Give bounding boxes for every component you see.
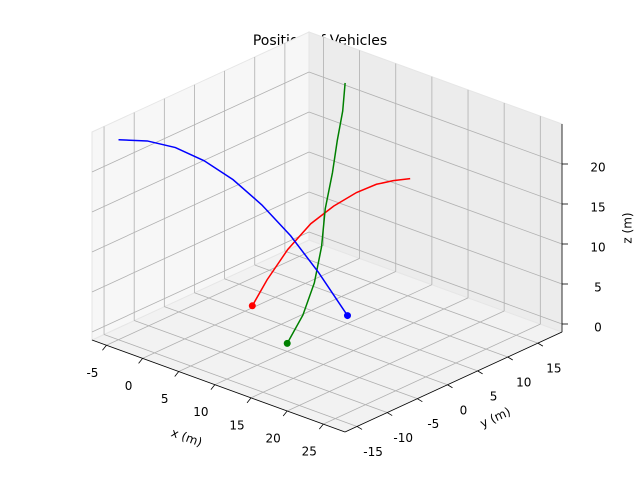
x-tick-label: -5	[86, 366, 98, 380]
grid-line	[308, 71, 563, 165]
vehicle-path	[118, 138, 349, 316]
tick-mark	[319, 423, 324, 430]
grid-line	[103, 334, 358, 427]
tick-mark	[174, 371, 180, 377]
grid-line	[91, 111, 310, 213]
x-axis-label: x (m)	[169, 425, 204, 449]
grid-line	[194, 292, 448, 386]
x-tick-label: 25	[302, 445, 317, 459]
tick-mark	[507, 356, 513, 361]
grid-line	[308, 111, 563, 205]
z-tick-label: 0	[594, 321, 602, 335]
axis-line	[91, 339, 346, 433]
grid-line	[284, 250, 539, 344]
grid-line	[214, 284, 433, 386]
grid-line	[224, 278, 478, 372]
grid-line	[106, 244, 324, 346]
grid-line	[91, 231, 310, 333]
x-tick-label: 15	[229, 418, 244, 432]
tick-mark	[356, 426, 363, 430]
y-tick-label: 15	[546, 362, 561, 376]
grid-line	[91, 191, 310, 293]
grid-line	[91, 71, 310, 173]
y-tick-label: -5	[427, 417, 439, 431]
grid-line	[164, 306, 418, 400]
vehicle-marker	[343, 312, 351, 320]
tick-mark	[282, 410, 288, 417]
axis-line	[344, 331, 563, 433]
grid-line	[323, 323, 541, 425]
tick-mark	[138, 358, 143, 364]
grid-line	[134, 320, 388, 413]
y-tick-label: -10	[393, 431, 413, 445]
tick-mark	[537, 342, 544, 347]
x-tick-label: 5	[161, 392, 169, 406]
x-tick-label: 20	[266, 431, 281, 445]
tick-mark	[210, 384, 216, 390]
y-tick-label: 5	[490, 389, 498, 403]
tick-mark	[386, 412, 393, 416]
vehicle-marker	[283, 339, 291, 347]
z-tick-label: 5	[594, 281, 602, 295]
z-tick-label: 10	[590, 241, 605, 255]
z-axis-label: z (m)	[621, 212, 635, 243]
x-tick-label: 10	[193, 405, 208, 419]
tick-mark	[246, 397, 252, 404]
grid-line	[308, 191, 563, 285]
y-tick-label: 0	[460, 403, 468, 417]
grid-line	[250, 297, 469, 399]
grid-line	[308, 151, 563, 245]
grid-line	[287, 310, 505, 412]
z-tick-label: 15	[590, 201, 605, 215]
grid-line	[91, 151, 310, 253]
tick-mark	[417, 398, 423, 403]
z-tick-label: 20	[590, 161, 605, 175]
y-axis-label: y (m)	[478, 404, 513, 430]
tick-mark	[447, 384, 453, 389]
grid-line	[178, 271, 396, 372]
grid-line	[308, 231, 563, 325]
y-tick-label: 10	[516, 376, 531, 390]
y-tick-label: -15	[363, 445, 383, 459]
tick-mark	[477, 370, 483, 375]
x-tick-label: 0	[125, 379, 133, 393]
vehicle-path	[251, 177, 411, 307]
vehicle-marker	[248, 302, 256, 310]
tick-mark	[102, 345, 107, 351]
vehicle-path	[286, 82, 346, 344]
grid-line	[254, 264, 508, 358]
